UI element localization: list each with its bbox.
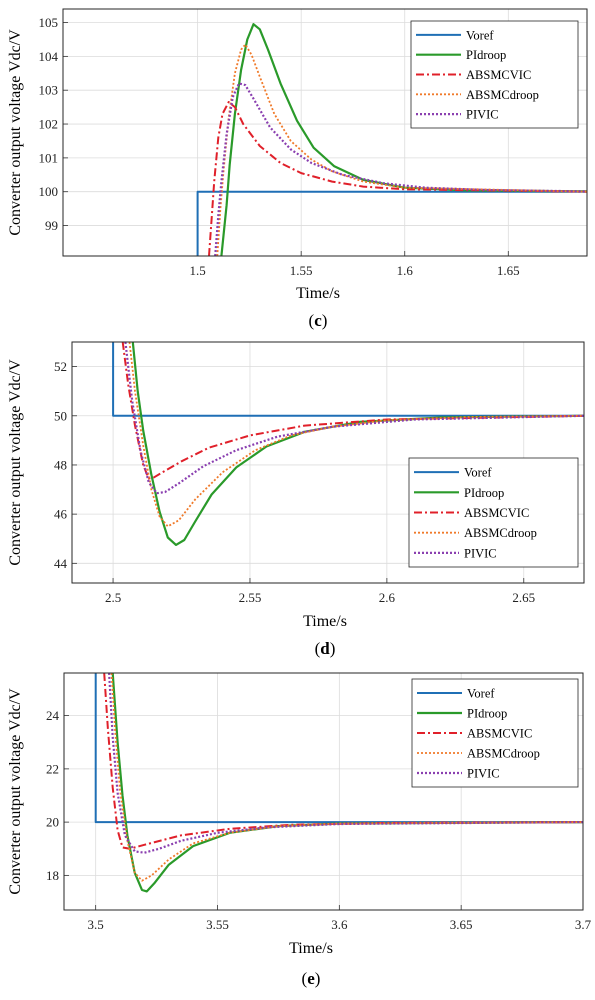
y-tick-label: 24 [46,708,60,723]
y-tick-label: 20 [46,815,59,830]
legend-label: PIdroop [467,707,507,721]
legend-label: Voref [466,28,494,42]
legend-label: PIdroop [464,486,504,500]
y-tick-label: 102 [39,117,59,132]
y-axis-label: Converter output voltage Vdc/V [7,359,24,566]
legend-label: ABSMCVIC [467,727,532,741]
chart-panel-d: 2.5 2.55 2.6 2.65 44 46 48 50 52 Voref PIdroop ABSM… [7,341,585,658]
y-tick-label: 100 [39,184,59,199]
panel-tag-open: ( [315,639,321,658]
x-tick-label: 2.65 [512,590,535,605]
y-tick-label: 22 [46,761,59,776]
legend: Voref PIdroop ABSMCVIC ABSMCdroop PIVIC [410,20,579,129]
y-tick-label: 103 [39,83,59,98]
y-tick-label: 101 [39,150,59,165]
series-line-pivic [108,673,583,854]
legend-label: ABSMCVIC [464,506,529,520]
panel-tag-close: ) [315,969,321,988]
x-tick-label: 1.55 [290,263,313,278]
y-tick-label: 104 [39,49,59,64]
y-tick-label: 99 [45,218,58,233]
panel-tag-open: ( [309,311,315,330]
series-line-absmcvic [121,342,584,480]
legend: Voref PIdroop ABSMCVIC ABSMCdroop PIVIC [411,678,579,788]
panel-tag-open: ( [302,969,308,988]
x-axis-label: Time/s [303,613,347,630]
legend-label: PIVIC [464,546,497,560]
series-line-voref [196,190,587,256]
legend-label: PIdroop [466,48,506,62]
plot-frame [63,672,584,911]
x-tick-label: 1.5 [189,263,205,278]
panel-tag-letter: c [314,311,322,330]
panel-tag-close: ) [322,311,328,330]
y-tick-label: 46 [54,507,68,522]
y-axis-label: Converter output voltage Vdc/V [7,688,24,895]
panel-tag: (e) [302,969,321,988]
series-line-absmcvic [208,101,587,256]
legend-label: PIVIC [467,767,500,781]
x-tick-label: 1.6 [397,263,414,278]
plot-frame [71,341,585,584]
x-tick-label: 3.65 [450,917,473,932]
plot-frame [62,8,588,257]
y-tick-label: 50 [54,408,67,423]
legend-label: PIVIC [466,108,499,122]
y-tick-label: 105 [39,15,59,30]
y-tick-label: 44 [54,556,68,571]
legend: Voref PIdroop ABSMCVIC ABSMCdroop PIVIC [408,457,579,568]
legend-label: Voref [464,466,492,480]
legend-label: ABSMCdroop [464,526,537,540]
series-line-absmcdroop [110,673,583,882]
panel-tag-letter: e [307,969,315,988]
x-tick-label: 2.55 [239,590,262,605]
y-tick-label: 18 [46,868,59,883]
x-tick-label: 3.55 [206,917,229,932]
x-tick-label: 2.6 [379,590,396,605]
x-tick-label: 3.7 [575,917,592,932]
legend-label: ABSMCVIC [466,68,531,82]
panel-tag: (c) [309,311,328,330]
x-tick-label: 3.5 [88,917,104,932]
y-tick-label: 48 [54,457,67,472]
legend-label: Voref [467,687,495,701]
series-line-voref [112,342,584,417]
legend-label: ABSMCdroop [467,747,540,761]
panel-tag-letter: d [320,639,330,658]
x-axis-label: Time/s [296,285,340,302]
series-line-pivic [124,342,584,495]
panel-tag-close: ) [330,639,336,658]
chart-panel-e: 3.5 3.55 3.6 3.65 3.7 18 20 22 24 Voref PIdroop ABS… [7,672,592,988]
series-line-pidroop [220,23,587,256]
panel-tag: (d) [315,639,336,658]
y-tick-label: 52 [54,359,67,374]
x-tick-label: 3.6 [331,917,348,932]
x-tick-label: 1.65 [497,263,520,278]
legend-label: ABSMCdroop [466,88,539,102]
series-line-pivic [214,82,587,256]
chart-panel-c: 1.5 1.55 1.6 1.65 99 100 101 102 103 104 105 Voref P… [7,8,588,330]
y-axis-label: Converter output voltage Vdc/V [7,29,24,236]
x-axis-label: Time/s [289,940,333,957]
series-line-absmcdroop [128,342,584,528]
x-tick-label: 2.5 [105,590,121,605]
